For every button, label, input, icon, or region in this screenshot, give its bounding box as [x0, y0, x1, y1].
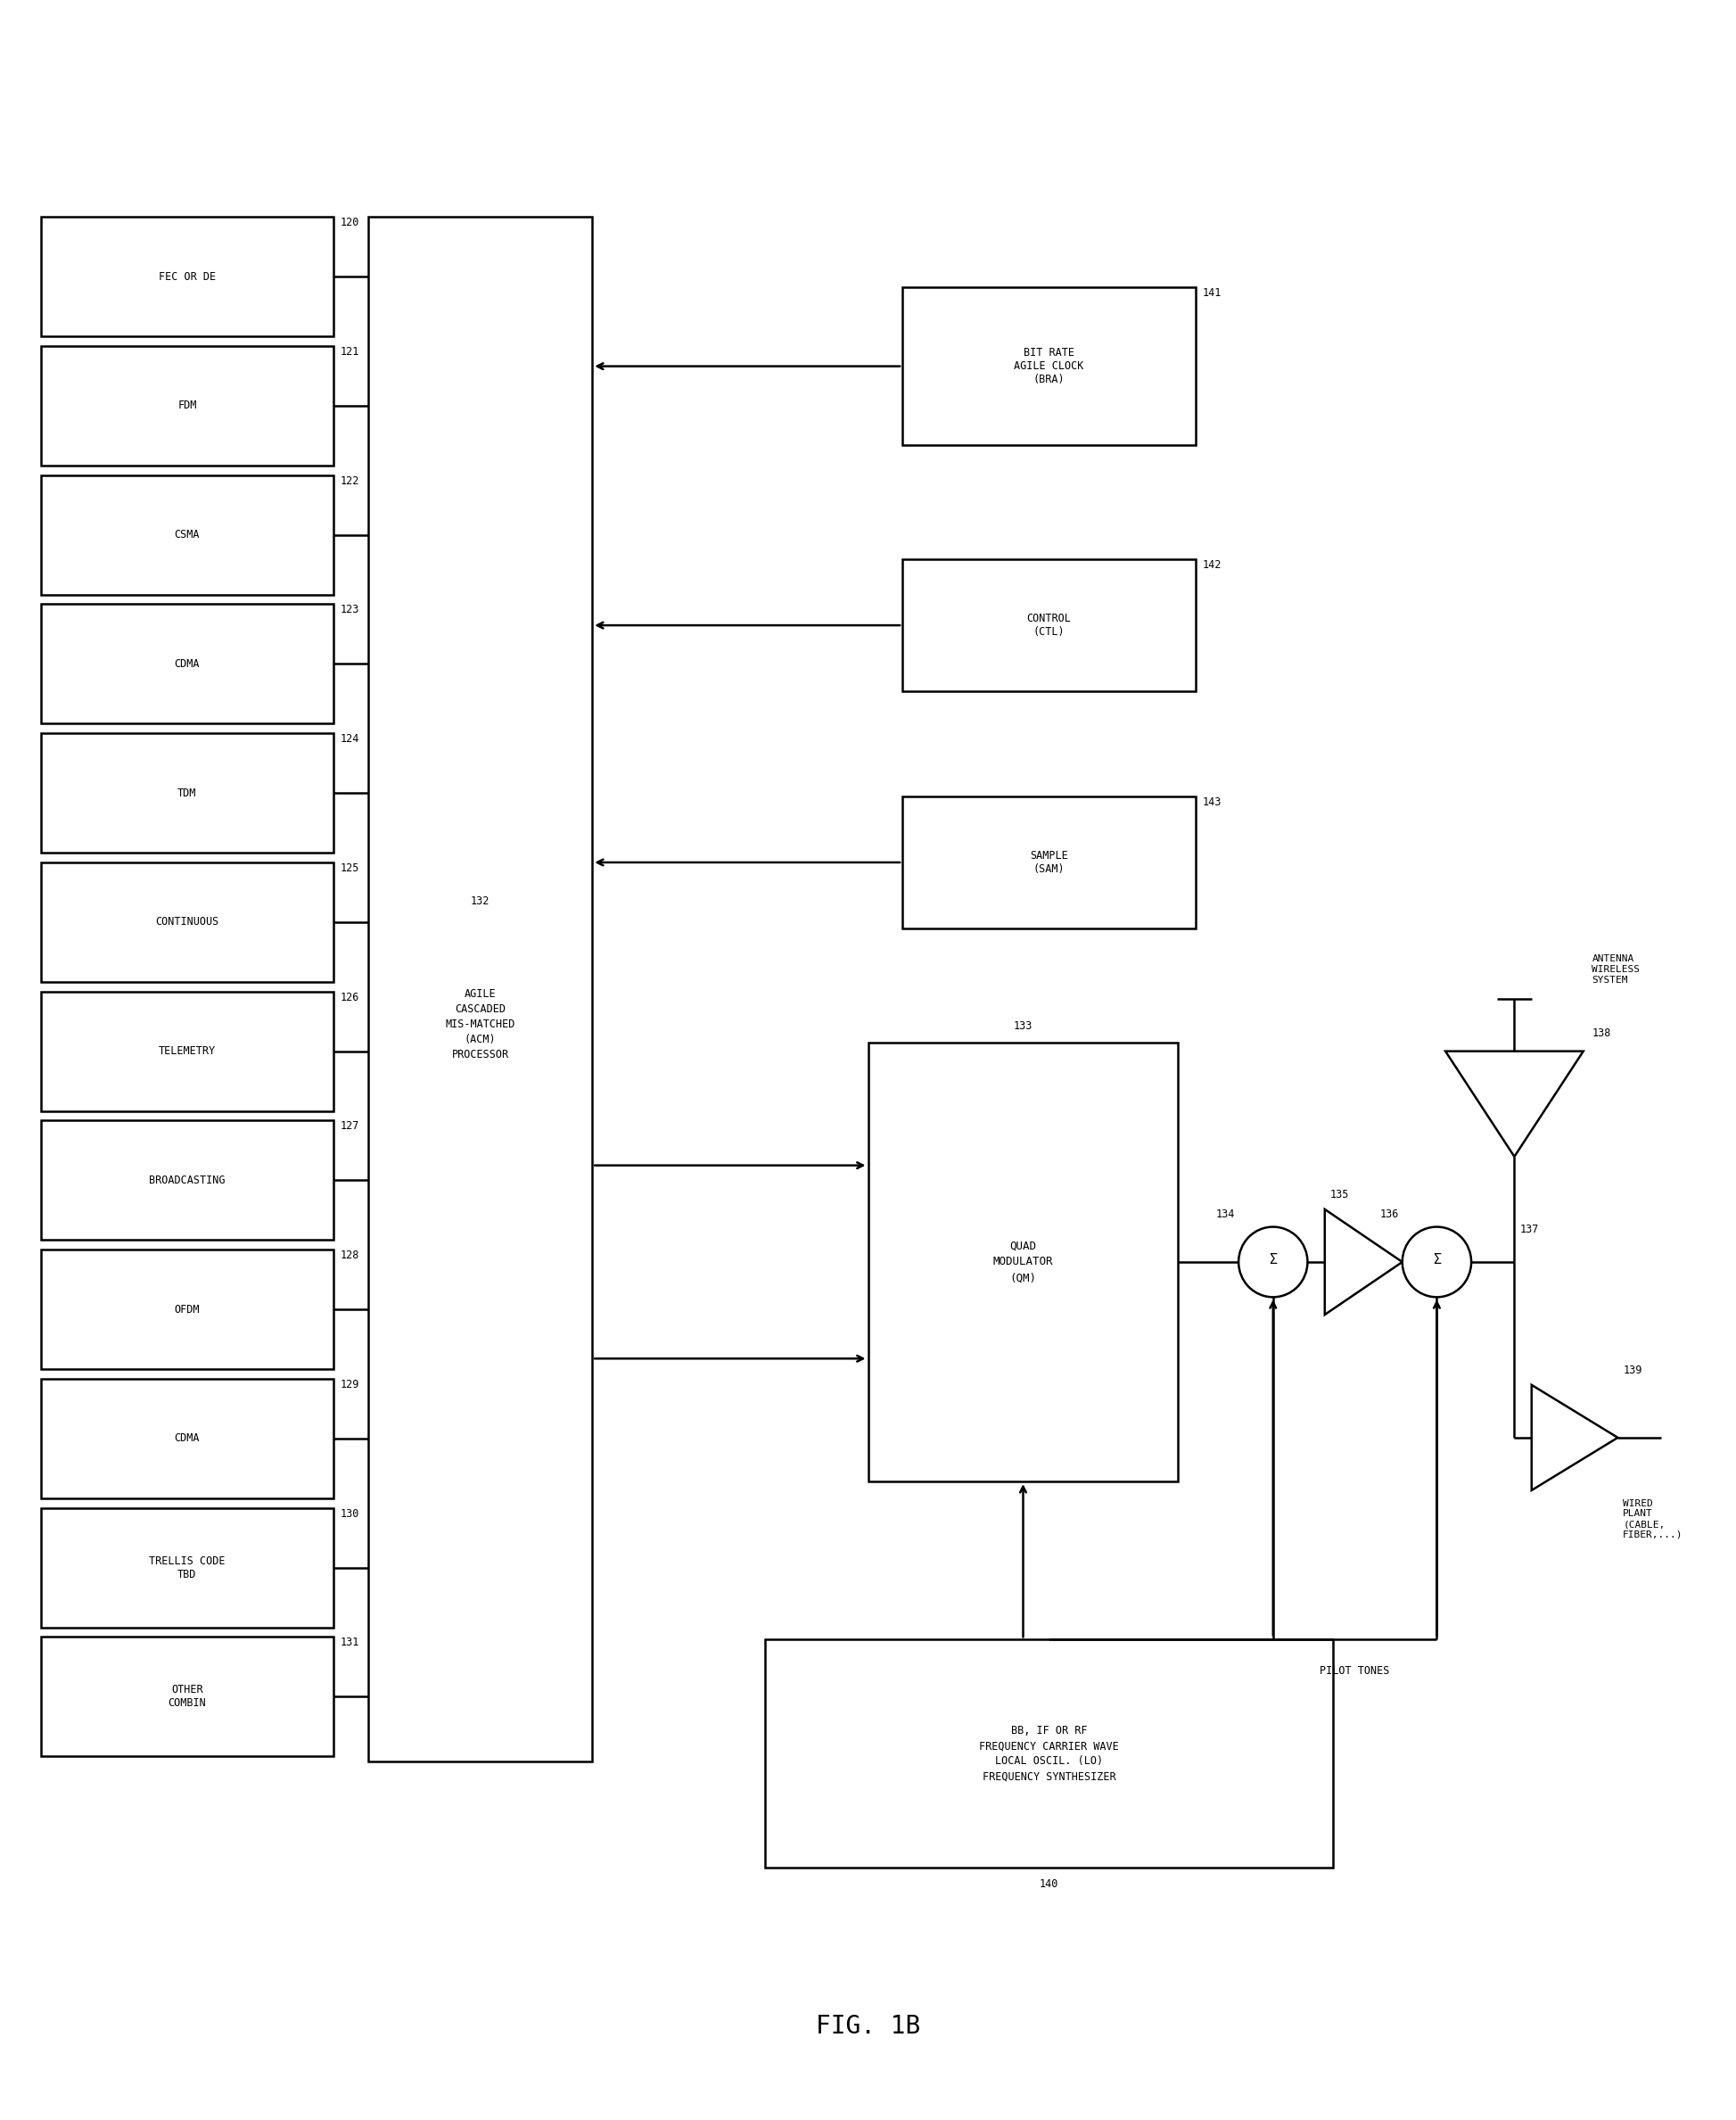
Text: CDMA: CDMA	[174, 657, 200, 670]
Bar	[40, 992, 333, 1111]
Bar	[40, 604, 333, 723]
Text: 124: 124	[340, 734, 359, 744]
Bar	[40, 863, 333, 982]
Text: 122: 122	[340, 475, 359, 488]
Text: SAMPLE
(SAM): SAMPLE (SAM)	[1029, 850, 1068, 876]
Text: CONTROL
(CTL): CONTROL (CTL)	[1026, 613, 1071, 638]
Text: PILOT TONES: PILOT TONES	[1319, 1666, 1391, 1677]
Circle shape	[1238, 1227, 1307, 1297]
Bar	[368, 216, 592, 1762]
Text: BB, IF OR RF
FREQUENCY CARRIER WAVE
LOCAL OSCIL. (LO)
FREQUENCY SYNTHESIZER: BB, IF OR RF FREQUENCY CARRIER WAVE LOCA…	[979, 1726, 1120, 1783]
Text: 140: 140	[1040, 1878, 1059, 1891]
Text: 134: 134	[1217, 1208, 1234, 1219]
Text: FEC OR DE: FEC OR DE	[158, 271, 215, 282]
Bar	[40, 1637, 333, 1755]
Text: 121: 121	[340, 346, 359, 358]
Bar	[40, 216, 333, 337]
Bar	[40, 734, 333, 852]
Bar	[40, 475, 333, 594]
Bar	[903, 797, 1196, 929]
Text: TDM: TDM	[177, 787, 196, 799]
Text: ANTENNA
WIRELESS
SYSTEM: ANTENNA WIRELESS SYSTEM	[1592, 954, 1641, 984]
Bar	[868, 1043, 1179, 1482]
Text: 128: 128	[340, 1249, 359, 1261]
Text: 123: 123	[340, 604, 359, 615]
Text: 125: 125	[340, 863, 359, 873]
Text: 130: 130	[340, 1507, 359, 1520]
Text: 138: 138	[1592, 1028, 1611, 1039]
Bar	[40, 1249, 333, 1370]
Bar	[40, 1378, 333, 1499]
Text: 141: 141	[1203, 286, 1222, 299]
Text: 127: 127	[340, 1121, 359, 1132]
Text: CDMA: CDMA	[174, 1433, 200, 1444]
Text: 129: 129	[340, 1378, 359, 1391]
Text: 126: 126	[340, 992, 359, 1003]
Bar	[40, 346, 333, 466]
Text: WIRED
PLANT
(CABLE,
FIBER,...): WIRED PLANT (CABLE, FIBER,...)	[1623, 1499, 1684, 1539]
Text: 136: 136	[1380, 1208, 1399, 1219]
Text: CSMA: CSMA	[174, 530, 200, 541]
Bar	[903, 560, 1196, 691]
Text: QUAD
MODULATOR
(QM): QUAD MODULATOR (QM)	[993, 1240, 1054, 1285]
Circle shape	[1403, 1227, 1472, 1297]
Text: 143: 143	[1203, 797, 1222, 808]
Text: CONTINUOUS: CONTINUOUS	[156, 916, 219, 929]
Text: Σ: Σ	[1269, 1253, 1278, 1268]
Bar	[40, 1121, 333, 1240]
Text: 139: 139	[1623, 1365, 1642, 1376]
Text: FDM: FDM	[177, 401, 196, 411]
Text: OTHER
COMBIN: OTHER COMBIN	[168, 1683, 207, 1709]
Text: 137: 137	[1519, 1223, 1538, 1236]
Bar	[903, 286, 1196, 445]
Text: OFDM: OFDM	[174, 1304, 200, 1314]
Text: 132: 132	[470, 895, 490, 907]
Text: AGILE
CASCADED
MIS-MATCHED
(ACM)
PROCESSOR: AGILE CASCADED MIS-MATCHED (ACM) PROCESS…	[444, 988, 516, 1060]
Bar	[764, 1639, 1333, 1868]
Text: TELEMETRY: TELEMETRY	[158, 1045, 215, 1058]
Text: 120: 120	[340, 216, 359, 229]
Bar	[40, 1507, 333, 1628]
Text: 131: 131	[340, 1637, 359, 1649]
Text: BIT RATE
AGILE CLOCK
(BRA): BIT RATE AGILE CLOCK (BRA)	[1014, 348, 1083, 386]
Text: BROADCASTING: BROADCASTING	[149, 1174, 226, 1185]
Text: 135: 135	[1330, 1189, 1349, 1200]
Text: FIG. 1B: FIG. 1B	[816, 2014, 920, 2039]
Text: Σ: Σ	[1432, 1253, 1441, 1268]
Text: 142: 142	[1203, 560, 1222, 570]
Text: TRELLIS CODE
TBD: TRELLIS CODE TBD	[149, 1556, 226, 1579]
Text: 133: 133	[1014, 1020, 1033, 1032]
